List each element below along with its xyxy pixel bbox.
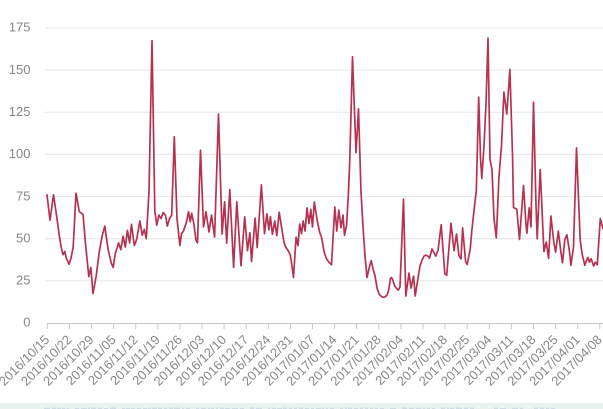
svg-text:25: 25 [16,273,30,288]
svg-text:50: 50 [16,230,30,245]
svg-text:125: 125 [9,104,31,119]
svg-text:175: 175 [9,20,31,35]
svg-text:150: 150 [9,62,31,77]
svg-text:100: 100 [9,146,31,161]
svg-text:0: 0 [23,315,30,330]
svg-text:75: 75 [16,188,30,203]
